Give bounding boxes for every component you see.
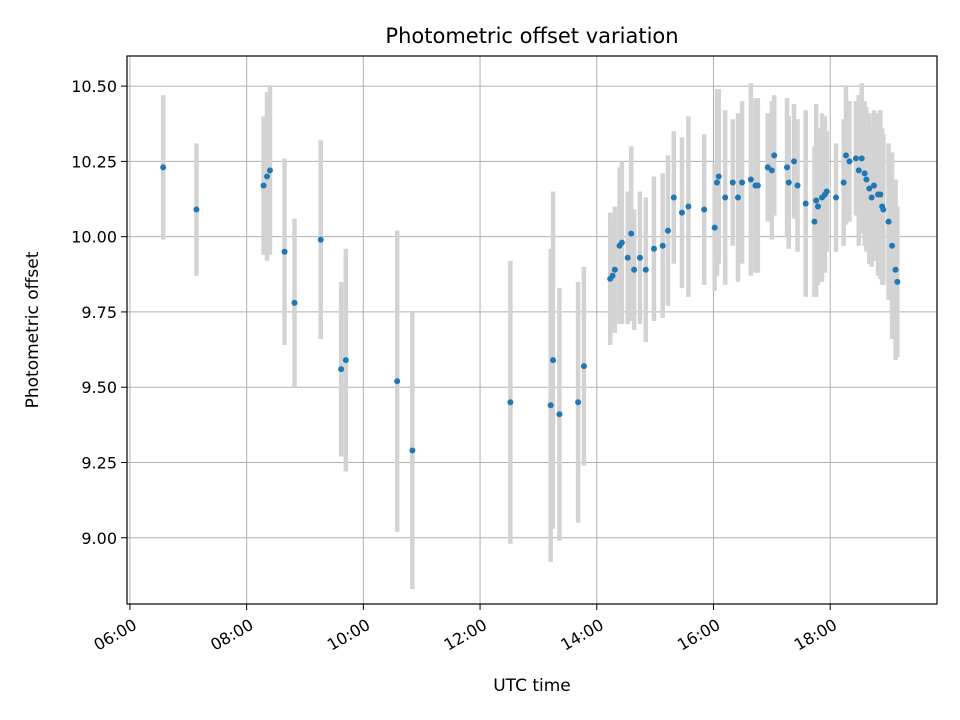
data-point — [771, 152, 778, 159]
data-point — [575, 399, 582, 406]
data-point — [814, 203, 821, 210]
data-point — [678, 209, 685, 216]
data-point — [813, 197, 820, 204]
data-point — [852, 155, 859, 162]
data-point — [889, 242, 896, 249]
data-point — [636, 254, 643, 261]
data-point — [409, 447, 416, 454]
y-tick-label: 9.25 — [81, 453, 117, 472]
data-point — [342, 357, 349, 364]
data-point — [631, 266, 638, 273]
data-point — [618, 239, 625, 246]
data-point — [264, 173, 271, 180]
data-point — [722, 194, 729, 201]
grid — [127, 56, 937, 604]
data-point — [556, 411, 563, 418]
data-point — [713, 179, 720, 186]
data-point — [266, 167, 273, 174]
data-point — [794, 182, 801, 189]
y-tick-label: 9.50 — [81, 378, 117, 397]
data-point — [624, 254, 631, 261]
chart-title: Photometric offset variation — [385, 24, 678, 48]
x-axis-label: UTC time — [493, 676, 571, 696]
data-point — [747, 176, 754, 183]
data-point — [784, 164, 791, 171]
data-point — [394, 378, 401, 385]
data-point — [609, 272, 616, 279]
data-point — [338, 366, 345, 373]
data-point — [855, 167, 862, 174]
data-point — [291, 299, 298, 306]
data-point — [892, 266, 899, 273]
y-axis-label: Photometric offset — [23, 251, 43, 408]
data-point — [659, 242, 666, 249]
data-points — [160, 152, 901, 454]
data-point — [281, 248, 288, 255]
data-point — [785, 179, 792, 186]
data-point — [880, 206, 887, 213]
data-point — [160, 164, 167, 171]
data-point — [317, 236, 324, 243]
data-point — [840, 179, 847, 186]
data-point — [664, 227, 671, 234]
data-point — [858, 155, 865, 162]
data-point — [842, 152, 849, 159]
y-tick-label: 10.00 — [71, 228, 117, 247]
y-axis: 9.00 9.25 9.50 9.75 10.00 10.25 10.50 — [71, 77, 127, 548]
y-tick-label: 9.00 — [81, 529, 117, 548]
data-point — [670, 194, 677, 201]
data-point — [729, 179, 736, 186]
data-point — [711, 224, 718, 231]
y-tick-label: 10.50 — [71, 77, 117, 96]
data-point — [823, 188, 830, 195]
data-point — [580, 363, 587, 370]
data-point — [754, 182, 761, 189]
data-point — [715, 173, 722, 180]
data-point — [628, 230, 635, 237]
data-point — [193, 206, 200, 213]
data-point — [861, 170, 868, 177]
plot-area — [126, 55, 938, 605]
data-point — [802, 200, 809, 207]
y-tick-label: 10.25 — [71, 152, 117, 171]
data-point — [739, 179, 746, 186]
data-point — [811, 218, 818, 225]
data-point — [833, 194, 840, 201]
data-point — [550, 357, 557, 364]
data-point — [866, 185, 873, 192]
data-point — [868, 194, 875, 201]
data-point — [885, 218, 892, 225]
data-point — [735, 194, 742, 201]
data-point — [894, 278, 901, 285]
data-point — [768, 167, 775, 174]
data-point — [507, 399, 514, 406]
data-point — [701, 206, 708, 213]
data-point — [863, 176, 870, 183]
data-point — [547, 402, 554, 409]
data-point — [260, 182, 267, 189]
data-point — [846, 158, 853, 165]
data-point — [791, 158, 798, 165]
data-point — [870, 182, 877, 189]
y-tick-label: 9.75 — [81, 303, 117, 322]
data-point — [650, 245, 657, 252]
data-point — [877, 191, 884, 198]
data-point — [685, 203, 692, 210]
data-point — [642, 266, 649, 273]
data-point — [611, 266, 618, 273]
